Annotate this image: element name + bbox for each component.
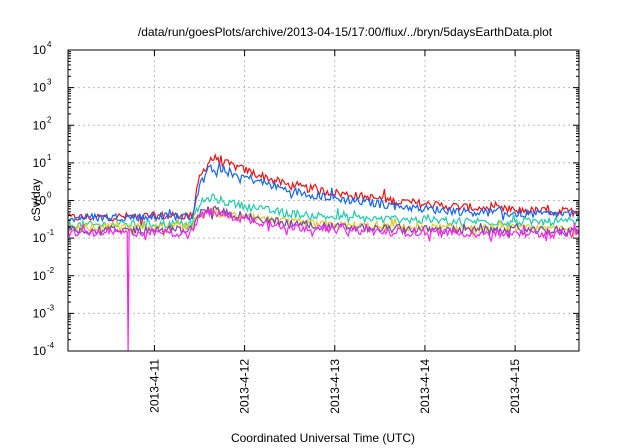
series-group xyxy=(67,152,580,352)
y-tick-base: 10 xyxy=(33,81,47,95)
y-tick-base: 10 xyxy=(33,156,47,170)
chart-title: /data/run/goesPlots/archive/2013-04-15/1… xyxy=(138,25,553,39)
y-tick-base: 10 xyxy=(33,231,47,245)
y-tick-label: 10 xyxy=(33,194,47,208)
y-tick-label: 10 xyxy=(33,269,47,283)
x-axis-label: Coordinated Universal Time (UTC) xyxy=(231,431,415,445)
x-tick-label: 2013-4-11 xyxy=(147,359,161,413)
y-tick-base: 10 xyxy=(33,118,47,132)
y-tick-label: 10 xyxy=(33,344,47,358)
y-tick-base: 10 xyxy=(33,269,47,283)
y-tick-base: 10 xyxy=(33,344,47,358)
y-axis-label: cSv/day xyxy=(29,179,43,222)
y-tick-exponent: 2 xyxy=(47,115,52,124)
y-tick-exponent: 4 xyxy=(47,40,52,49)
y-tick-label: 10 xyxy=(33,43,47,57)
x-tick-label: 2013-4-13 xyxy=(328,359,342,414)
y-tick-exponent: -4 xyxy=(47,341,55,350)
y-tick-label: 10 xyxy=(33,156,47,170)
y-tick-exponent: 0 xyxy=(47,191,52,200)
y-tick-label: 10 xyxy=(33,81,47,95)
x-axis: 2013-4-11 2013-4-12 2013-4-13 2013-4-14 2013… xyxy=(147,50,522,414)
series-line-2 xyxy=(67,162,580,223)
y-tick-base: 10 xyxy=(33,43,47,57)
y-tick-exponent: 3 xyxy=(47,78,52,87)
y-tick-base: 10 xyxy=(33,306,47,320)
y-tick-label: 10 xyxy=(33,118,47,132)
y-tick-exponent: -1 xyxy=(47,228,55,237)
x-tick-label: 2013-4-12 xyxy=(238,359,252,414)
y-tick-exponent: -2 xyxy=(47,266,55,275)
series-line-6 xyxy=(67,207,580,352)
y-tick-exponent: 1 xyxy=(47,153,52,162)
series-line-1 xyxy=(67,152,580,227)
y-tick-base: 10 xyxy=(33,194,47,208)
y-tick-label: 10 xyxy=(33,231,47,245)
x-tick-label: 2013-4-15 xyxy=(508,359,522,414)
y-tick-label: 10 xyxy=(33,306,47,320)
y-tick-exponent: -3 xyxy=(47,303,55,312)
series-line-3 xyxy=(67,193,580,231)
x-tick-label: 2013-4-14 xyxy=(418,359,432,414)
grid xyxy=(68,50,579,351)
